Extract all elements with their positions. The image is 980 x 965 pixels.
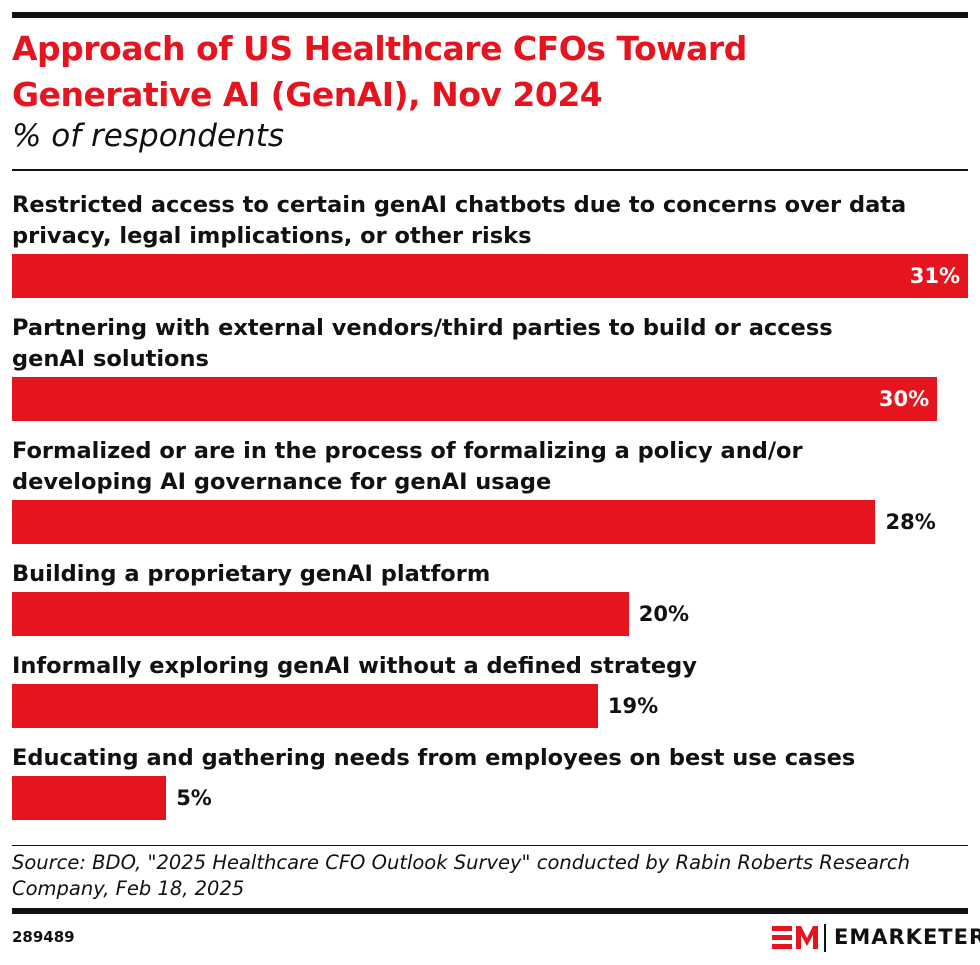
value-label: 30% bbox=[878, 387, 930, 411]
bar-row: 5% bbox=[12, 776, 968, 820]
value-label: 28% bbox=[885, 510, 936, 534]
bar-row: 31% bbox=[12, 254, 968, 298]
value-label: 19% bbox=[607, 694, 659, 718]
source-rule bbox=[12, 845, 968, 846]
bar bbox=[12, 377, 938, 421]
bar-row: 30% bbox=[12, 377, 968, 421]
bar bbox=[12, 592, 629, 636]
bar-row: 20% bbox=[12, 592, 968, 636]
brand-logo bbox=[772, 924, 826, 952]
chart-id: 289489 bbox=[12, 928, 75, 946]
header-rule bbox=[12, 169, 968, 171]
bar bbox=[12, 500, 876, 544]
value-label: 5% bbox=[176, 786, 212, 810]
category-label: Restricted access to certain genAI chatb… bbox=[12, 192, 907, 249]
chart-title: Approach of US Healthcare CFOs Toward Ge… bbox=[12, 29, 747, 114]
source-note: Source: BDO, "2025 Healthcare CFO Outloo… bbox=[12, 851, 911, 900]
bar bbox=[12, 254, 968, 298]
top-rule bbox=[12, 12, 968, 18]
plot-area: Restricted access to certain genAI chatb… bbox=[12, 190, 968, 835]
bar-row: 28% bbox=[12, 500, 968, 544]
bottom-rule bbox=[12, 908, 968, 914]
category-label: Partnering with external vendors/third p… bbox=[12, 315, 833, 372]
category-label: Building a proprietary genAI platform bbox=[12, 561, 491, 587]
category-label: Educating and gathering needs from emplo… bbox=[12, 745, 856, 771]
value-label: 20% bbox=[638, 602, 690, 626]
brand-name: EMARKETER bbox=[834, 925, 980, 949]
category-label: Informally exploring genAI without a def… bbox=[12, 653, 697, 679]
bar-row: 19% bbox=[12, 684, 968, 728]
value-label: 31% bbox=[909, 264, 960, 288]
chart-subtitle: % of respondents bbox=[12, 118, 285, 154]
category-label: Formalized or are in the process of form… bbox=[12, 438, 803, 495]
bar bbox=[12, 684, 598, 728]
bar bbox=[12, 776, 167, 820]
